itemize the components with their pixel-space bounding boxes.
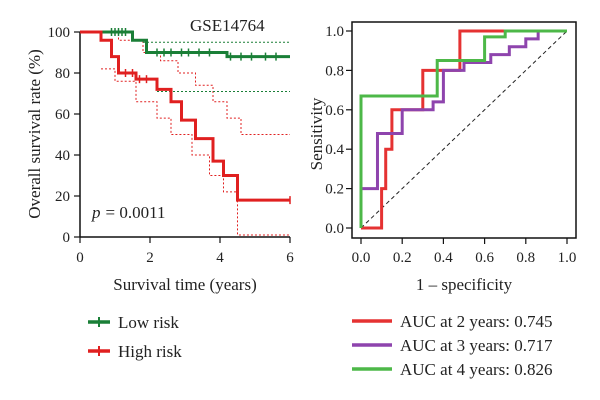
roc-x-tick-label: 0.0 bbox=[352, 250, 371, 266]
km-title: GSE14764 bbox=[190, 16, 265, 35]
roc-x-tick-label: 0.2 bbox=[393, 250, 412, 266]
km-y-ticks: 0 20 40 60 80 100 bbox=[48, 25, 80, 246]
roc-x-ticks: 0.0 0.2 0.4 0.6 0.8 1.0 bbox=[352, 238, 577, 266]
roc-y-tick-label: 0.4 bbox=[325, 142, 344, 158]
roc-y-tick-label: 0.2 bbox=[325, 182, 344, 198]
km-x-ticks: 0 2 4 6 bbox=[76, 237, 294, 266]
km-survival-curves bbox=[80, 30, 290, 202]
km-p-symbol: p bbox=[91, 203, 101, 222]
roc-curve-3-years bbox=[359, 29, 567, 228]
km-p-number: = 0.0011 bbox=[106, 203, 166, 222]
roc-plot-frame bbox=[351, 21, 577, 239]
km-confidence-bands bbox=[80, 31, 290, 236]
km-x-tick-label: 6 bbox=[286, 250, 294, 266]
km-y-tick-label: 60 bbox=[55, 107, 70, 123]
km-y-tick-label: 100 bbox=[48, 25, 71, 41]
roc-x-tick-label: 0.8 bbox=[516, 250, 535, 266]
roc-y-ticks: 0.0 0.2 0.4 0.6 0.8 1.0 bbox=[325, 24, 352, 237]
km-high-risk-ci-upper bbox=[80, 31, 290, 135]
roc-x-tick-label: 1.0 bbox=[558, 250, 577, 266]
km-y-tick-label: 80 bbox=[55, 66, 70, 82]
roc-curve-4-years bbox=[359, 29, 567, 228]
roc-panel: 0.0 0.2 0.4 0.6 0.8 1.0 0.0 0.2 0.4 0.6 0.8 1.0 1 … bbox=[307, 21, 577, 294]
km-legend: Low risk High risk bbox=[88, 313, 182, 361]
roc-x-tick-label: 0.6 bbox=[475, 250, 494, 266]
roc-y-tick-label: 1.0 bbox=[325, 24, 344, 40]
legend-auc3-label: AUC at 3 years: 0.717 bbox=[400, 336, 553, 355]
roc-y-tick-label: 0.0 bbox=[325, 221, 344, 237]
km-x-tick-label: 2 bbox=[146, 250, 154, 266]
roc-reference-line bbox=[360, 30, 568, 229]
km-censor-marks bbox=[110, 28, 291, 205]
km-panel: 0 20 40 60 80 100 0 2 4 6 GSE14764 p = 0.0011 Sur… bbox=[25, 16, 294, 294]
km-x-tick-label: 0 bbox=[76, 250, 84, 266]
roc-x-tick-label: 0.4 bbox=[434, 250, 453, 266]
km-y-tick-label: 20 bbox=[55, 189, 70, 205]
roc-y-tick-label: 0.6 bbox=[325, 103, 344, 119]
legend-low-risk-label: Low risk bbox=[118, 313, 179, 332]
legend-auc2-label: AUC at 2 years: 0.745 bbox=[400, 312, 553, 331]
roc-x-label: 1 – specificity bbox=[416, 275, 513, 294]
roc-y-tick-label: 0.8 bbox=[325, 63, 344, 79]
km-y-tick-label: 0 bbox=[63, 230, 71, 246]
km-y-label: Overall survival rate (%) bbox=[25, 49, 44, 218]
legend-high-risk-label: High risk bbox=[118, 342, 182, 361]
km-x-label: Survival time (years) bbox=[113, 275, 257, 294]
km-high-risk-curve bbox=[80, 30, 290, 202]
roc-curves bbox=[359, 29, 567, 230]
legend-auc4-label: AUC at 4 years: 0.826 bbox=[400, 360, 553, 379]
roc-y-label: Sensitivity bbox=[307, 97, 326, 170]
km-x-tick-label: 4 bbox=[216, 250, 224, 266]
km-y-tick-label: 40 bbox=[55, 148, 70, 164]
km-low-risk-curve bbox=[80, 30, 290, 59]
roc-legend: AUC at 2 years: 0.745 AUC at 3 years: 0.… bbox=[352, 312, 553, 379]
km-p-value: p = 0.0011 bbox=[91, 203, 165, 222]
